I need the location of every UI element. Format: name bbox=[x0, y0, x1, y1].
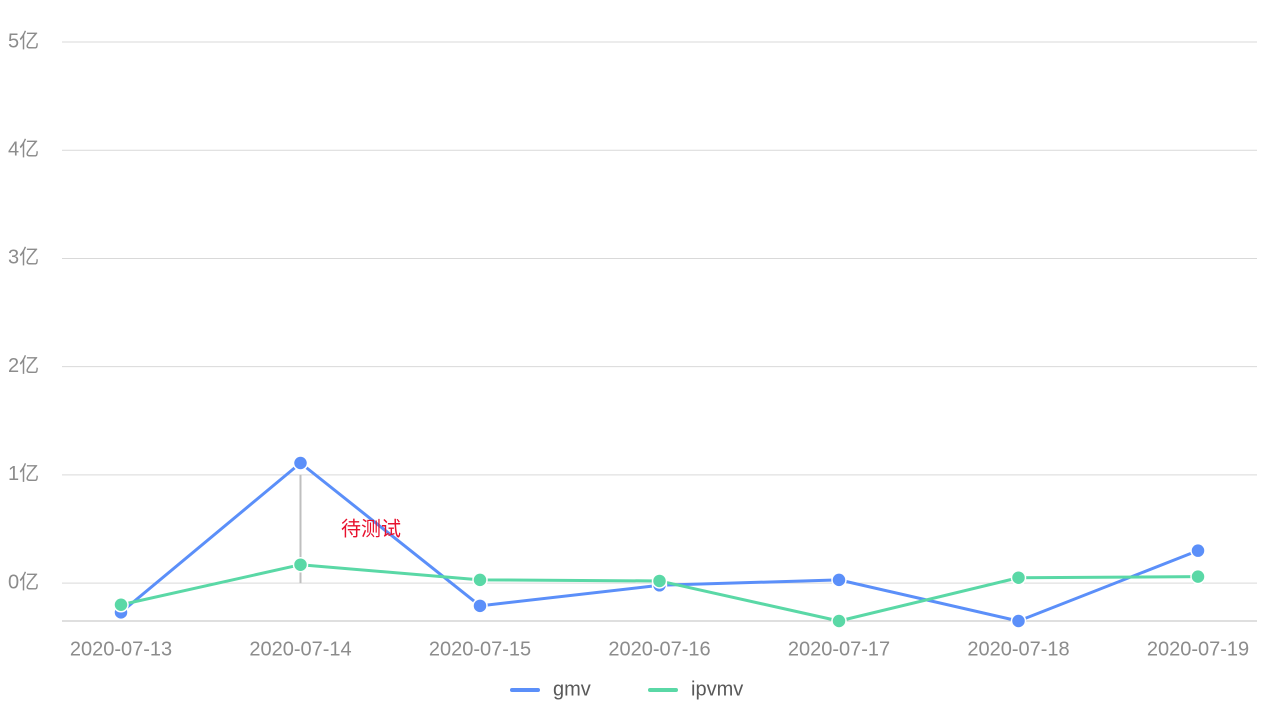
x-tick-label: 2020-07-19 bbox=[1147, 638, 1249, 660]
point bbox=[1190, 568, 1206, 585]
y-tick-label: 3亿 bbox=[8, 246, 39, 269]
point bbox=[113, 597, 129, 613]
point bbox=[472, 572, 488, 588]
point bbox=[292, 455, 309, 471]
point bbox=[472, 598, 488, 614]
point bbox=[651, 573, 668, 589]
x-tick-label: 2020-07-13 bbox=[70, 638, 172, 660]
y-tick-label: 2亿 bbox=[8, 354, 39, 377]
point bbox=[831, 572, 847, 588]
y-tick-label: 5亿 bbox=[8, 29, 39, 52]
point bbox=[831, 613, 847, 629]
legend-label: ipvmv bbox=[691, 678, 743, 700]
y-tick-label: 1亿 bbox=[8, 462, 39, 485]
point bbox=[1010, 569, 1027, 586]
y-tick-label: 4亿 bbox=[8, 138, 39, 161]
x-tick-label: 2020-07-14 bbox=[249, 638, 351, 660]
series-line bbox=[120, 461, 1199, 623]
x-tick-label: 2020-07-16 bbox=[608, 638, 710, 660]
x-tick-label: 2020-07-18 bbox=[967, 638, 1069, 660]
point bbox=[1010, 613, 1027, 629]
y-tick-label: 0亿 bbox=[8, 570, 39, 593]
x-tick-label: 2020-07-15 bbox=[429, 638, 531, 660]
x-tick-label: 2020-07-17 bbox=[788, 638, 890, 660]
legend-label: gmv bbox=[553, 678, 591, 700]
point bbox=[292, 556, 309, 573]
annotation: 待测试 bbox=[341, 517, 401, 540]
point bbox=[1190, 542, 1206, 559]
